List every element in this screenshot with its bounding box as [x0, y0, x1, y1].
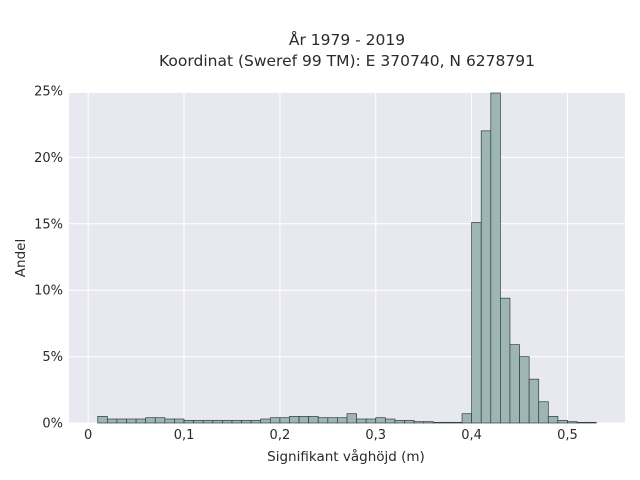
histogram-bar [384, 418, 396, 424]
histogram-bar [365, 418, 377, 424]
y-tick-label: 10% [34, 284, 63, 299]
histogram-bar [480, 130, 492, 424]
histogram-bar [202, 419, 214, 424]
y-tick-label: 5% [42, 350, 63, 365]
histogram-bar [567, 421, 578, 424]
histogram-bar [298, 416, 310, 424]
x-tick-labels: 0 0,1 0,2 0,3 0,4 0,5 [84, 428, 578, 443]
plot-area [69, 93, 625, 423]
histogram-bar [509, 344, 520, 424]
histogram-bar [519, 356, 530, 424]
x-tick-label: 0,3 [365, 428, 386, 443]
histogram-bar [461, 413, 472, 424]
histogram-bar [183, 419, 194, 424]
y-tick-label: 15% [34, 217, 63, 232]
histogram-bar [442, 421, 453, 424]
histogram-bar [241, 419, 252, 424]
histogram-bar [97, 416, 108, 424]
x-tick-label: 0 [84, 428, 92, 443]
y-tick-label: 0% [42, 417, 63, 432]
y-tick-labels: 0% 5% 10% 15% 20% 25% [34, 85, 63, 432]
histogram-bar [528, 378, 540, 424]
histogram-bar [289, 416, 300, 424]
histogram-bar [193, 419, 204, 424]
x-tick-label: 0,4 [461, 428, 482, 443]
histogram-bar [135, 418, 147, 424]
y-axis-label: Andel [13, 239, 29, 277]
y-tick-label: 20% [34, 151, 63, 166]
histogram-bar [154, 417, 166, 424]
histogram-bar [145, 417, 156, 424]
histogram-bar [164, 418, 175, 424]
histogram-bar [490, 92, 501, 424]
histogram-bar [337, 417, 348, 424]
histogram-bar [279, 417, 290, 424]
histogram-bar [413, 421, 425, 424]
chart-title-line2: Koordinat (Sweref 99 TM): E 370740, N 62… [159, 52, 535, 70]
histogram-bar [212, 419, 223, 424]
histogram-bar [432, 421, 444, 424]
histogram-bar [116, 418, 127, 424]
histogram-bar [404, 419, 415, 424]
histogram-bar [538, 401, 549, 424]
histogram-bar [260, 418, 271, 424]
histogram-bar [231, 419, 242, 424]
histogram-bar [586, 421, 597, 424]
y-tick-label: 25% [34, 85, 63, 100]
histogram-bar [317, 417, 329, 424]
x-tick-label: 0,1 [174, 428, 195, 443]
histogram-bar [308, 416, 319, 424]
histogram-bar [452, 421, 463, 424]
x-tick-label: 0,5 [557, 428, 578, 443]
histogram-bar [547, 416, 559, 424]
histogram-bar [356, 418, 367, 424]
histogram-bar [500, 297, 511, 424]
histogram-bar [557, 419, 568, 424]
histogram-bar [269, 417, 281, 424]
x-axis-label: Signifikant våghöjd (m) [267, 448, 425, 465]
histogram-bar [471, 222, 482, 424]
histogram-bar [106, 418, 118, 424]
histogram-bar [423, 421, 434, 424]
histogram-bar [346, 413, 357, 424]
histogram-bar [576, 421, 588, 424]
histogram-bar [394, 419, 405, 424]
histogram-bar [375, 417, 386, 424]
chart-title-line1: År 1979 - 2019 [289, 30, 405, 49]
histogram-bar [250, 419, 262, 424]
histogram-bar [222, 419, 233, 424]
histogram-bar [327, 417, 338, 424]
histogram-bar [174, 418, 185, 424]
histogram-bar [126, 418, 137, 424]
histogram-bars [97, 92, 597, 424]
x-tick-label: 0,2 [270, 428, 291, 443]
